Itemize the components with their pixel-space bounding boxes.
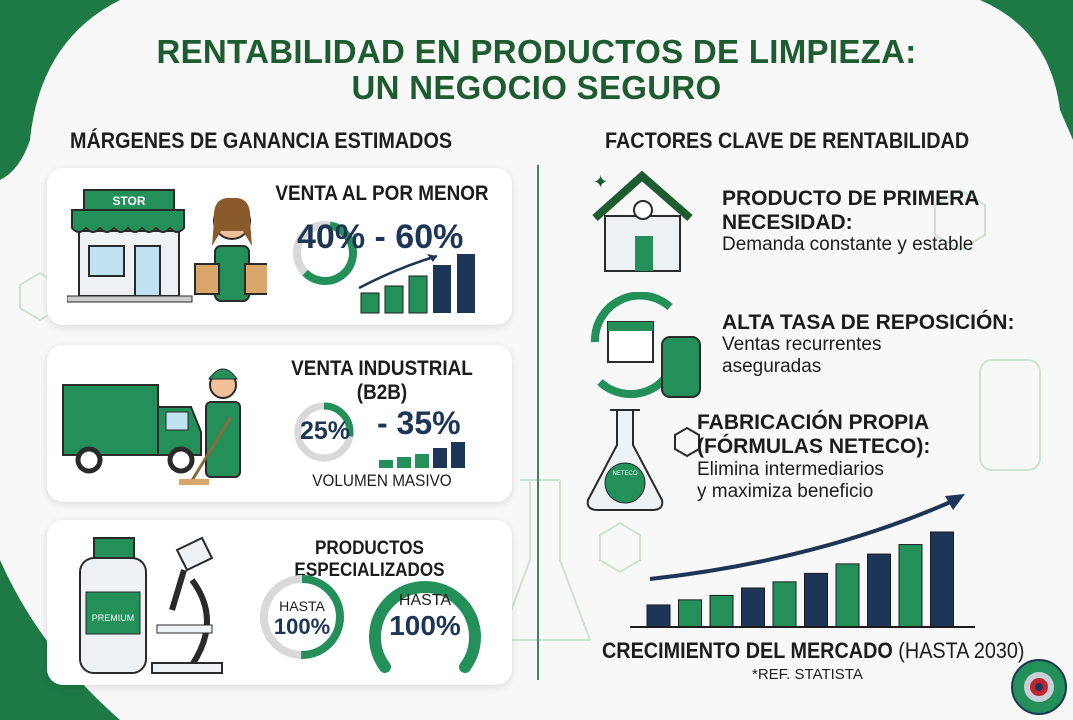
factor-3-title-line2: (FÓRMULAS NETECO): bbox=[697, 435, 931, 458]
truck-worker-icon bbox=[62, 368, 241, 485]
chart-caption-suffix: (HASTA 2030) bbox=[898, 638, 1025, 663]
growth-bar bbox=[835, 563, 860, 628]
chart-caption: CRECIMIENTO DEL MERCADO (HASTA 2030) bbox=[602, 638, 1024, 664]
growth-bar bbox=[898, 544, 923, 628]
factor-3-title-line1: FABRICACIÓN PROPIA bbox=[697, 411, 930, 434]
factor-3-desc-line1: Elimina intermediarios bbox=[697, 459, 884, 480]
divider bbox=[537, 165, 539, 680]
factor-2-desc-line1: Ventas recurrentes bbox=[722, 334, 882, 355]
retail-donut bbox=[293, 221, 357, 285]
factor-1-title-line1: PRODUCTO DE PRIMERA bbox=[722, 187, 980, 210]
growth-bar bbox=[678, 599, 702, 628]
industrial-high: 35% bbox=[396, 405, 461, 441]
trend-arrow bbox=[649, 498, 956, 581]
neteco-logo bbox=[1011, 659, 1067, 715]
title-line-1: RENTABILIDAD EN PRODUCTOS DE LIMPIEZA: bbox=[156, 33, 917, 70]
gauge-2 bbox=[369, 581, 481, 673]
gauge-1-label: HASTA bbox=[279, 598, 325, 614]
title-line-2: UN NEGOCIO SEGURO bbox=[351, 69, 722, 106]
growth-bar bbox=[709, 594, 734, 628]
flask-icon: NETECO bbox=[586, 409, 700, 511]
retail-high: 60% bbox=[395, 218, 464, 256]
store-sign: STOR bbox=[112, 194, 145, 208]
growth-bar bbox=[772, 581, 797, 628]
factor-2-title: ALTA TASA DE REPOSICIÓN: bbox=[722, 311, 1015, 334]
right-heading: FACTORES CLAVE DE RENTABILIDAD bbox=[605, 128, 970, 153]
factor-2-desc: Ventas recurrentes aseguradas bbox=[722, 334, 881, 378]
factor-3-title: FABRICACIÓN PROPIA (FÓRMULAS NETECO): bbox=[697, 411, 930, 459]
industrial-note: VOLUMEN MASIVO bbox=[312, 471, 452, 490]
house-icon: ✦ bbox=[592, 170, 693, 272]
card-industrial-title: VENTA INDUSTRIAL (B2B) bbox=[274, 357, 490, 405]
industrial-title-line1: VENTA INDUSTRIAL bbox=[291, 357, 473, 380]
factor-1-title: PRODUCTO DE PRIMERA NECESIDAD: bbox=[722, 187, 979, 235]
gauge-1-value: 100% bbox=[273, 614, 331, 639]
gauge-1 bbox=[260, 575, 344, 659]
trend-arrowhead bbox=[945, 494, 965, 510]
card-specialized: PREMIUM PRODUCTOS ESPECIALIZADOS HASTA 1… bbox=[47, 520, 512, 685]
industrial-low: 25% bbox=[300, 417, 351, 445]
svg-text:✦: ✦ bbox=[593, 172, 608, 192]
industrial-donut bbox=[294, 402, 354, 462]
chart-caption-main: CRECIMIENTO DEL MERCADO bbox=[602, 638, 893, 663]
flask-label: NETECO bbox=[612, 471, 637, 477]
factor-3-desc: Elimina intermediarios y maximiza benefi… bbox=[697, 459, 884, 503]
retail-bars-icon bbox=[358, 254, 475, 314]
industrial-sep: - bbox=[377, 405, 388, 441]
growth-bar bbox=[804, 572, 828, 628]
factor-1-desc: Demanda constante y estable bbox=[722, 234, 974, 255]
growth-bar bbox=[741, 587, 765, 628]
growth-bar bbox=[646, 604, 671, 628]
card-industrial: VENTA INDUSTRIAL (B2B) 25% - 35% VOLUMEN… bbox=[47, 345, 512, 502]
bottle-label: PREMIUM bbox=[92, 613, 135, 623]
chart-reference: *REF. STATISTA bbox=[752, 666, 863, 683]
industrial-title-line2: (B2B) bbox=[356, 381, 408, 404]
factor-1-title-line2: NECESIDAD: bbox=[722, 211, 853, 234]
refill-cycle-icon bbox=[590, 292, 701, 399]
growth-bar bbox=[930, 531, 954, 628]
card-retail: STOR VENTA AL POR MENOR 40% - 60% bbox=[47, 168, 512, 325]
retail-low: 40% bbox=[297, 218, 366, 256]
card-retail-title: VENTA AL POR MENOR bbox=[275, 182, 489, 205]
industrial-bars-icon bbox=[379, 442, 465, 468]
market-growth-chart bbox=[630, 494, 975, 628]
growth-bar bbox=[867, 553, 891, 628]
microscope-icon: PREMIUM bbox=[79, 536, 223, 674]
left-heading: MÁRGENES DE GANANCIA ESTIMADOS bbox=[70, 128, 453, 153]
retail-sep: - bbox=[374, 218, 386, 256]
card-specialized-title: PRODUCTOS ESPECIALIZADOS bbox=[294, 538, 445, 581]
factor-3-desc-line2: y maximiza beneficio bbox=[697, 481, 874, 502]
store-shopper-icon: STOR bbox=[67, 189, 267, 303]
gauge-2-value: 100% bbox=[389, 610, 461, 641]
factor-2-desc-line2: aseguradas bbox=[722, 356, 822, 377]
gauge-2-label: HASTA bbox=[398, 592, 452, 609]
